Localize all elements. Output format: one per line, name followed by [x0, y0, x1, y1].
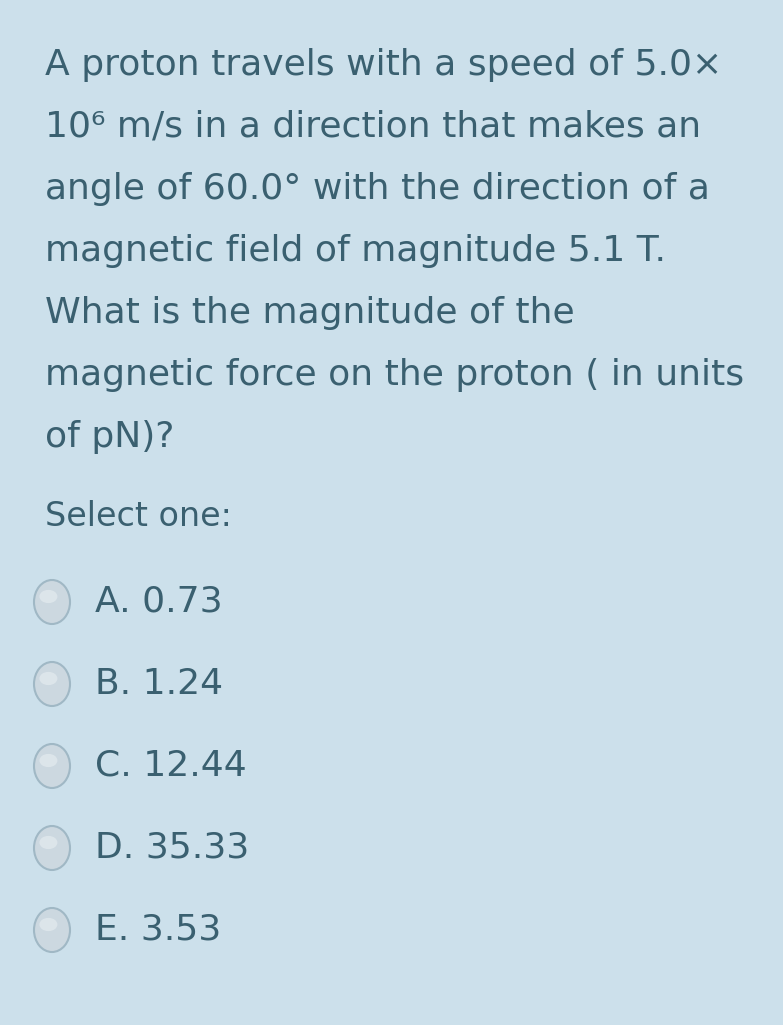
- Text: magnetic field of magnitude 5.1 T.: magnetic field of magnitude 5.1 T.: [45, 234, 666, 268]
- Ellipse shape: [34, 662, 70, 706]
- Ellipse shape: [39, 754, 57, 767]
- Ellipse shape: [39, 918, 57, 931]
- Text: What is the magnitude of the: What is the magnitude of the: [45, 296, 575, 330]
- Text: of pN)?: of pN)?: [45, 420, 175, 454]
- Text: A. 0.73: A. 0.73: [95, 585, 222, 619]
- Text: D. 35.33: D. 35.33: [95, 831, 249, 865]
- Text: Select one:: Select one:: [45, 500, 232, 533]
- Text: C. 12.44: C. 12.44: [95, 749, 247, 783]
- Ellipse shape: [39, 672, 57, 685]
- Text: magnetic force on the proton ( in units: magnetic force on the proton ( in units: [45, 358, 744, 392]
- Text: A proton travels with a speed of 5.0×: A proton travels with a speed of 5.0×: [45, 48, 722, 82]
- Ellipse shape: [39, 590, 57, 603]
- Ellipse shape: [34, 826, 70, 870]
- Text: 10⁶ m/s in a direction that makes an: 10⁶ m/s in a direction that makes an: [45, 110, 701, 144]
- Ellipse shape: [39, 836, 57, 849]
- Ellipse shape: [34, 580, 70, 624]
- Text: angle of 60.0° with the direction of a: angle of 60.0° with the direction of a: [45, 172, 710, 206]
- Ellipse shape: [34, 744, 70, 788]
- Text: E. 3.53: E. 3.53: [95, 913, 222, 947]
- Text: B. 1.24: B. 1.24: [95, 667, 223, 701]
- Ellipse shape: [34, 908, 70, 952]
